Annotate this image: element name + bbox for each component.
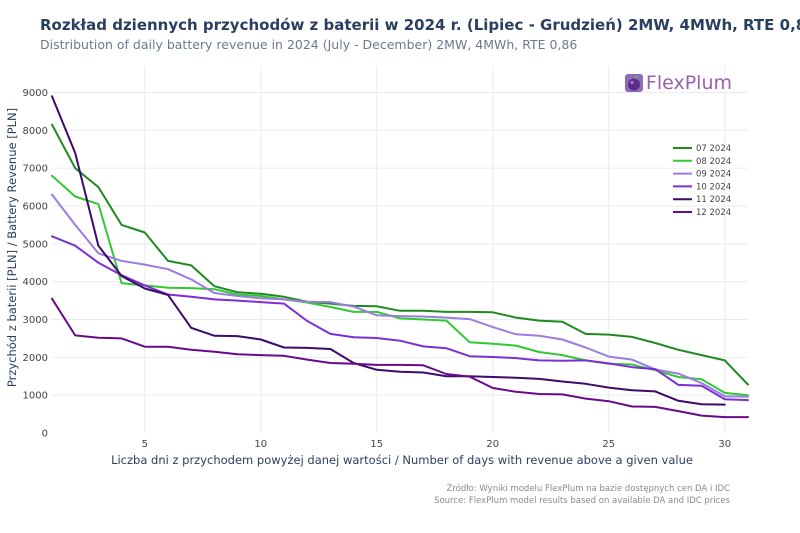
x-tick-label: 10 — [254, 439, 267, 450]
chart-title: Rozkład dziennych przychodów z baterii w… — [40, 16, 800, 34]
series-line-10-2024 — [51, 235, 749, 402]
x-tick-label: 30 — [718, 439, 731, 450]
plum-icon — [624, 74, 643, 92]
y-tick-label: 9000 — [23, 88, 48, 99]
legend-label: 07 2024 — [696, 144, 731, 154]
y-tick-label: 4000 — [23, 277, 48, 288]
x-tick-label: 5 — [142, 439, 148, 450]
series-line-12-2024 — [51, 297, 749, 419]
series-line-08-2024 — [51, 174, 749, 397]
legend-label: 12 2024 — [696, 208, 731, 218]
legend-label: 09 2024 — [696, 170, 731, 180]
flexplum-logo: FlexPlum — [624, 72, 732, 94]
y-tick-label: 0 — [42, 429, 48, 440]
y-tick-label: 8000 — [23, 126, 48, 137]
chart-subtitle: Distribution of daily battery revenue in… — [40, 37, 578, 52]
legend-label: 08 2024 — [696, 157, 731, 167]
y-tick-label: 5000 — [23, 239, 48, 250]
y-tick-label: 2000 — [23, 353, 48, 364]
source-note-en: Source: FlexPlum model results based on … — [434, 496, 730, 506]
source-note-pl: Źródło: Wyniki modelu FlexPlum na bazie … — [446, 484, 730, 494]
x-tick-label: 20 — [486, 439, 499, 450]
series-line-07-2024 — [51, 123, 749, 386]
series-line-09-2024 — [51, 193, 749, 398]
series-line-11-2024 — [51, 95, 726, 406]
x-tick-label: 15 — [370, 439, 383, 450]
y-tick-label: 1000 — [23, 391, 48, 402]
legend-label: 11 2024 — [696, 195, 731, 205]
x-tick-label: 25 — [602, 439, 615, 450]
y-tick-label: 6000 — [23, 201, 48, 212]
y-tick-label: 3000 — [23, 315, 48, 326]
x-axis-label: Liczba dni z przychodem powyżej danej wa… — [111, 453, 693, 467]
y-tick-label: 7000 — [23, 164, 48, 175]
logo-text: FlexPlum — [645, 72, 732, 94]
y-axis-label: Przychód z baterii [PLN] / Battery Reven… — [5, 108, 19, 387]
plot-area — [52, 66, 748, 433]
legend-label: 10 2024 — [696, 182, 731, 192]
